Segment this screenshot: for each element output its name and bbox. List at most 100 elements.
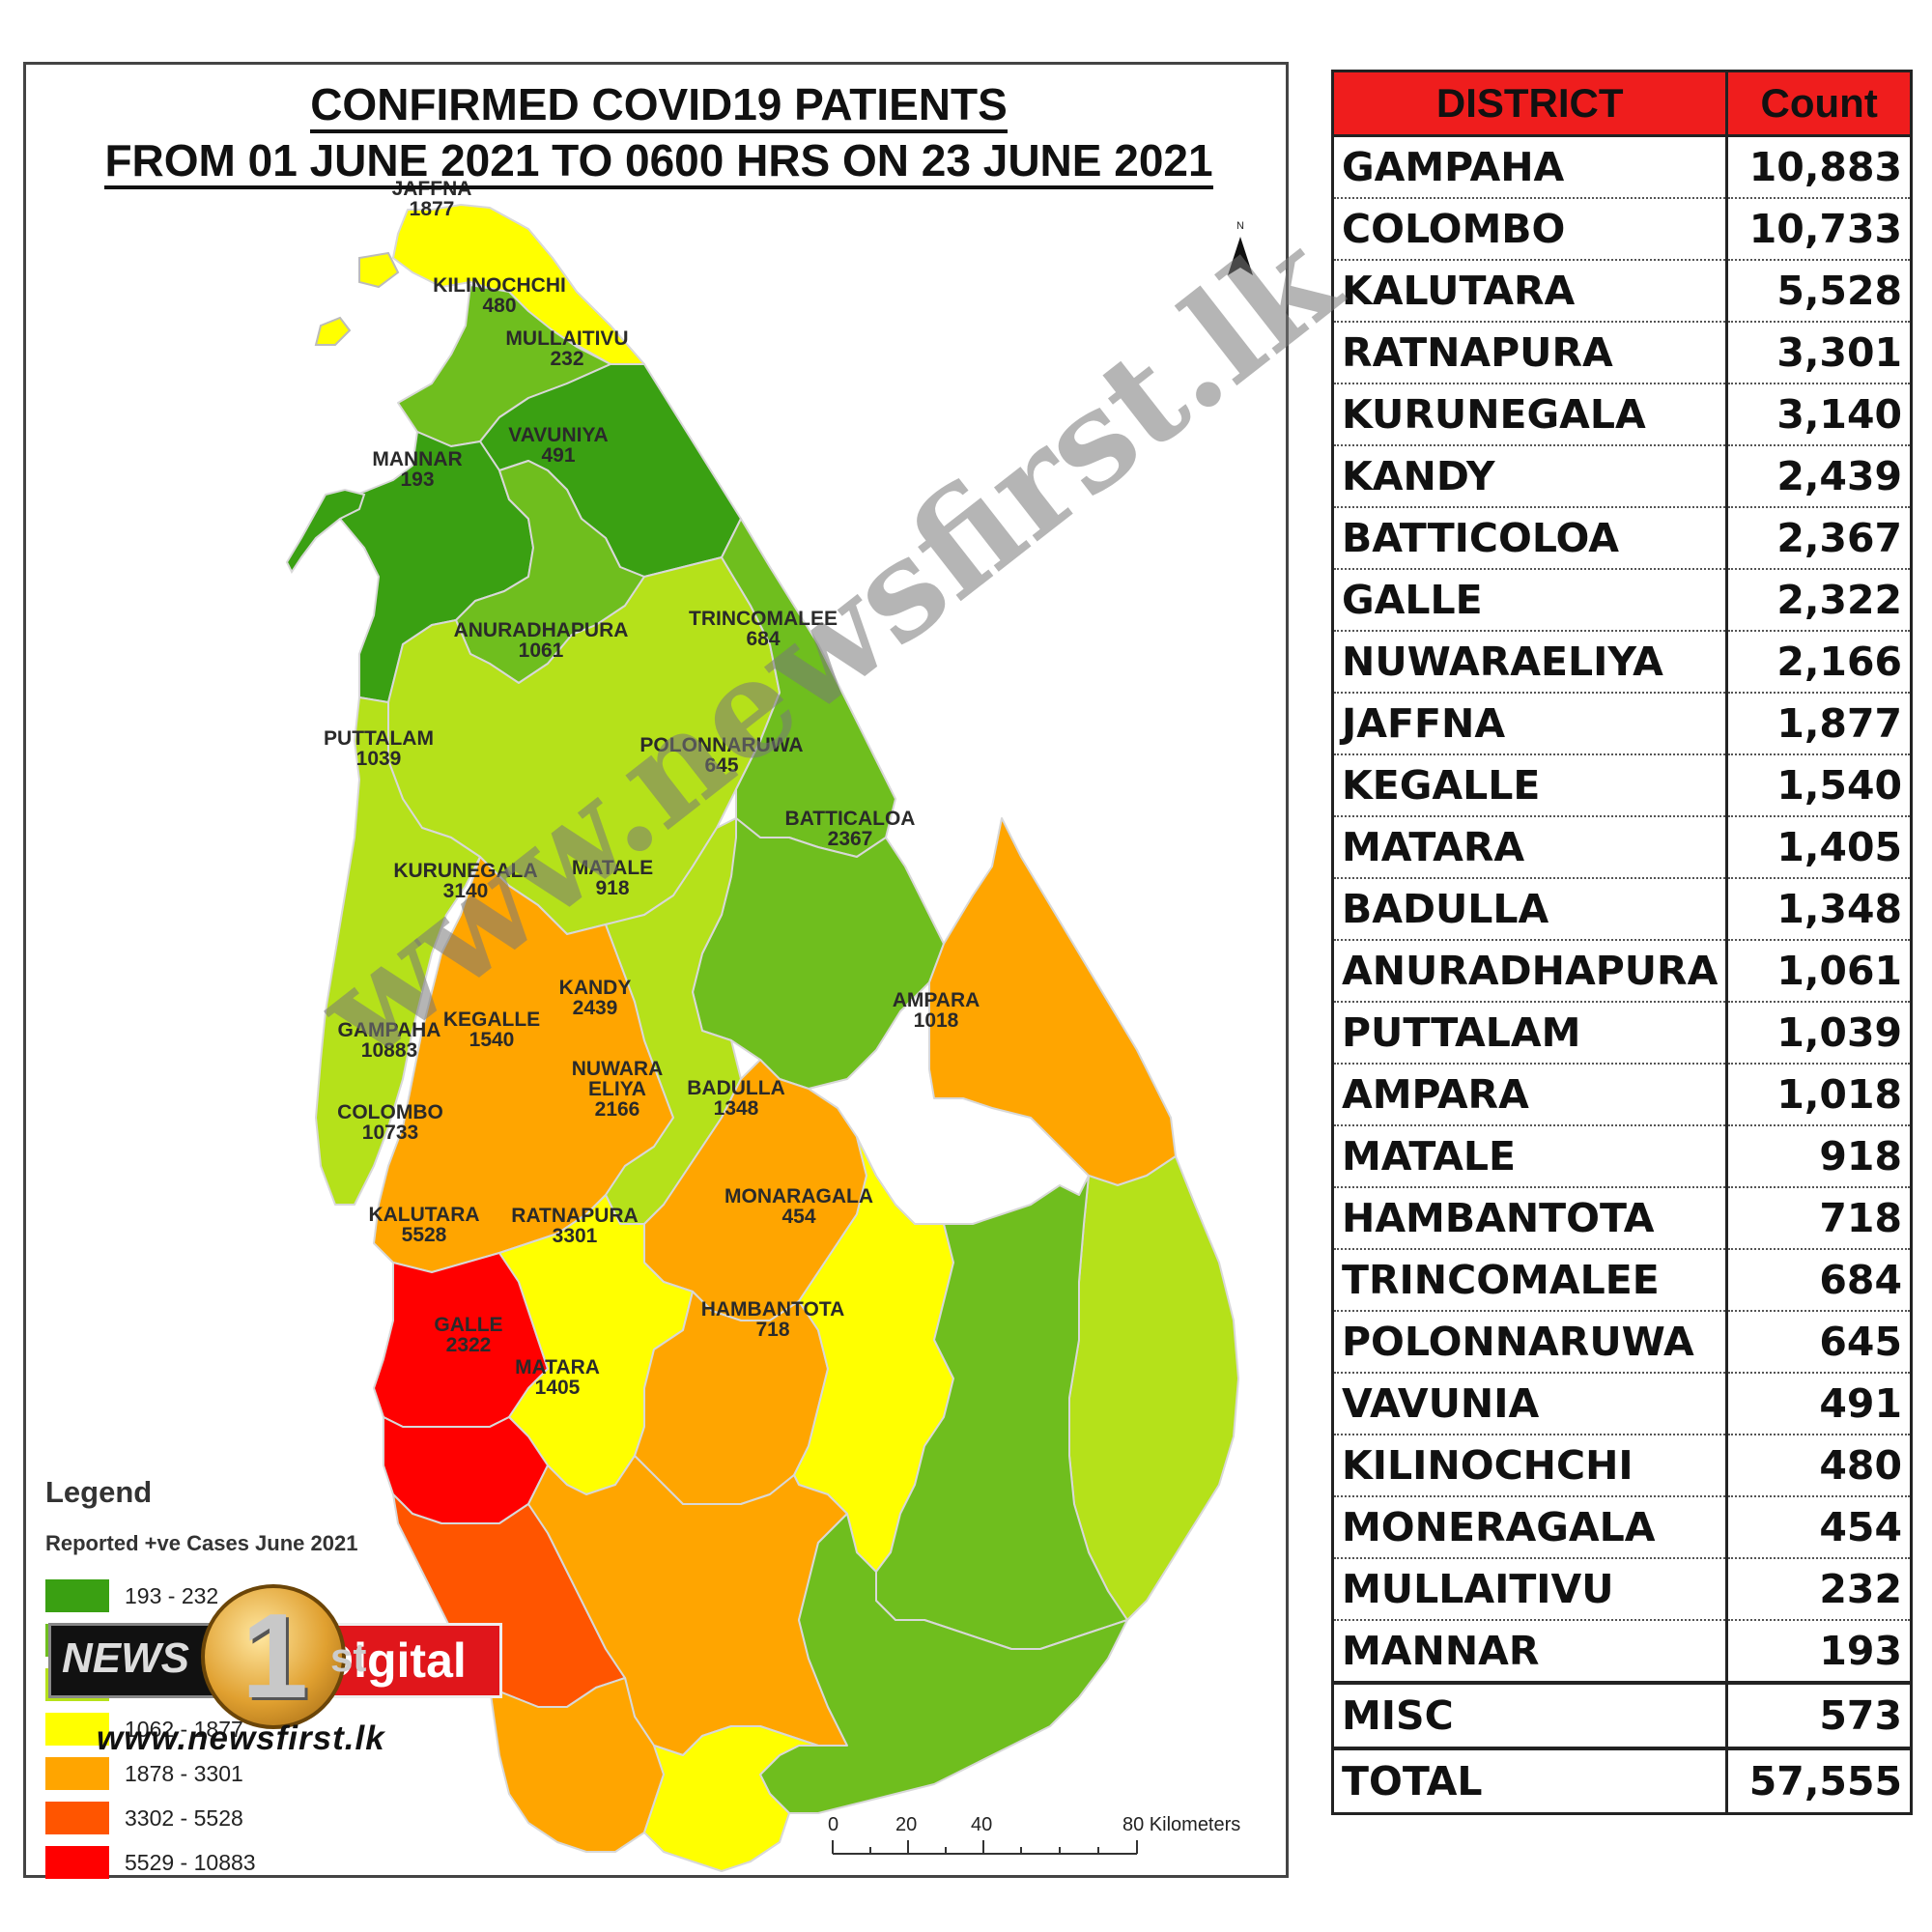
district-count-table: DISTRICT Count GAMPAHA 10,883 COLOMBO 10,73… — [1330, 70, 1913, 1815]
district-count: 3,301 — [1725, 322, 1913, 384]
district-label-value: 232 — [550, 348, 583, 370]
district-label-value: 1039 — [356, 748, 402, 770]
district-label-name: ELIYA — [588, 1078, 646, 1100]
district-label-name: MULLAITIVU — [505, 327, 628, 350]
logo-url: www.newsfirst.lk — [97, 1719, 385, 1757]
logo-st-text: st — [330, 1634, 367, 1680]
table-row: MONERAGALA 454 — [1330, 1496, 1913, 1559]
scale-bar — [832, 1840, 1138, 1855]
table-row: RATNAPURA 3,301 — [1330, 322, 1913, 384]
mannar-island — [285, 488, 366, 574]
table-row: JAFFNA 1,877 — [1330, 693, 1913, 755]
district-name: AMPARA — [1330, 1064, 1729, 1126]
district-count: 5,528 — [1725, 260, 1913, 323]
district-label-name: BADULLA — [687, 1077, 784, 1099]
legend-item: 5529 - 10883 — [45, 1840, 432, 1885]
header-count: Count — [1725, 70, 1913, 137]
district-label-value: 684 — [746, 628, 780, 650]
legend-swatch — [45, 1757, 109, 1790]
table-row: TRINCOMALEE 684 — [1330, 1249, 1913, 1312]
district-count: 2,322 — [1725, 569, 1913, 632]
district-label-value: 2322 — [446, 1334, 492, 1356]
district-count: 2,367 — [1725, 507, 1913, 570]
region-puttalam — [315, 696, 481, 1206]
legend-item: 3302 - 5528 — [45, 1796, 432, 1840]
district-label-value: 1877 — [410, 198, 455, 220]
district-count: 684 — [1725, 1249, 1913, 1312]
district-label-value: 2166 — [595, 1098, 640, 1121]
district-count: 10,733 — [1725, 198, 1913, 261]
north-label: N — [1236, 220, 1244, 232]
legend-swatch — [45, 1579, 109, 1612]
district-label-value: 718 — [755, 1319, 789, 1341]
district-count: 1,405 — [1725, 816, 1913, 879]
district-label-name: JAFFNA — [392, 178, 472, 200]
district-name: KEGALLE — [1330, 754, 1729, 817]
misc-row: MISC 573 — [1330, 1681, 1913, 1750]
district-name: KILINOCHCHI — [1330, 1435, 1729, 1497]
district-label-value: 10883 — [361, 1039, 417, 1062]
newsfirst-logo: NEWS Digital 1 st — [48, 1584, 512, 1729]
district-count: 480 — [1725, 1435, 1913, 1497]
district-count: 10,883 — [1725, 135, 1913, 199]
legend-label: 5529 - 10883 — [125, 1849, 256, 1875]
district-label-value: 454 — [781, 1206, 815, 1228]
legend-swatch — [45, 1846, 109, 1879]
district-name: MATALE — [1330, 1125, 1729, 1188]
total-row: TOTAL 57,555 — [1330, 1747, 1913, 1815]
district-label-name: PUTTALAM — [324, 727, 434, 750]
legend-label: 193 - 232 — [125, 1582, 219, 1608]
district-name: COLOMBO — [1330, 198, 1729, 261]
district-count: 2,166 — [1725, 631, 1913, 694]
district-name: RATNAPURA — [1330, 322, 1729, 384]
misc-row-count: 573 — [1725, 1681, 1913, 1750]
district-label-value: 491 — [541, 444, 575, 467]
district-label-name: AMPARA — [893, 989, 980, 1011]
district-name: MANNAR — [1330, 1620, 1729, 1684]
legend-label: 1878 - 3301 — [125, 1760, 243, 1786]
district-name: KANDY — [1330, 445, 1729, 508]
district-name: PUTTALAM — [1330, 1002, 1729, 1065]
district-label-value: 193 — [400, 469, 434, 491]
district-label-name: KURUNEGALA — [393, 860, 537, 882]
district-label-name: GALLE — [434, 1314, 502, 1336]
district-label-value: 10733 — [362, 1122, 418, 1144]
district-label-name: KANDY — [559, 977, 632, 999]
table-row: BATTICOLOA 2,367 — [1330, 507, 1913, 570]
region-matara — [643, 1725, 819, 1872]
district-name: MATARA — [1330, 816, 1729, 879]
table-row: HAMBANTOTA 718 — [1330, 1187, 1913, 1250]
district-count: 645 — [1725, 1311, 1913, 1374]
table-row: KANDY 2,439 — [1330, 445, 1913, 508]
table-row: MANNAR 193 — [1330, 1620, 1913, 1684]
table-row: NUWARAELIYA 2,166 — [1330, 631, 1913, 694]
district-name: MULLAITIVU — [1330, 1558, 1729, 1621]
district-label-name: POLONNARUWA — [639, 734, 803, 756]
legend-label: 1062 - 1877 — [125, 1716, 243, 1742]
district-label-value: 918 — [595, 877, 629, 899]
logo-one-text: 1 — [242, 1590, 308, 1723]
district-name: TRINCOMALEE — [1330, 1249, 1729, 1312]
district-count-table-panel: DISTRICT Count GAMPAHA 10,883 COLOMBO 10,73… — [1330, 70, 1913, 1815]
district-label-name: KALUTARA — [368, 1204, 479, 1226]
district-label-value: 2439 — [573, 997, 618, 1019]
district-label-name: ANURADHAPURA — [454, 619, 629, 641]
table-row: KEGALLE 1,540 — [1330, 754, 1913, 817]
logo-news-text: NEWS — [62, 1634, 189, 1682]
table-row: KALUTARA 5,528 — [1330, 260, 1913, 323]
district-count: 918 — [1725, 1125, 1913, 1188]
district-count: 491 — [1725, 1373, 1913, 1435]
district-label-name: TRINCOMALEE — [689, 608, 838, 630]
district-name: KALUTARA — [1330, 260, 1729, 323]
district-name: KURUNEGALA — [1330, 384, 1729, 446]
misc-row-label: MISC — [1330, 1681, 1729, 1750]
district-label-name: COLOMBO — [337, 1101, 443, 1123]
legend-item: 1878 - 3301 — [45, 1751, 432, 1796]
table-row: KILINOCHCHI 480 — [1330, 1435, 1913, 1497]
district-count: 1,061 — [1725, 940, 1913, 1003]
district-label-name: MATALE — [572, 857, 653, 879]
region-ampara — [1068, 1155, 1239, 1621]
district-label-value: 1061 — [519, 639, 564, 662]
district-count: 454 — [1725, 1496, 1913, 1559]
table-row: GAMPAHA 10,883 — [1330, 135, 1913, 199]
